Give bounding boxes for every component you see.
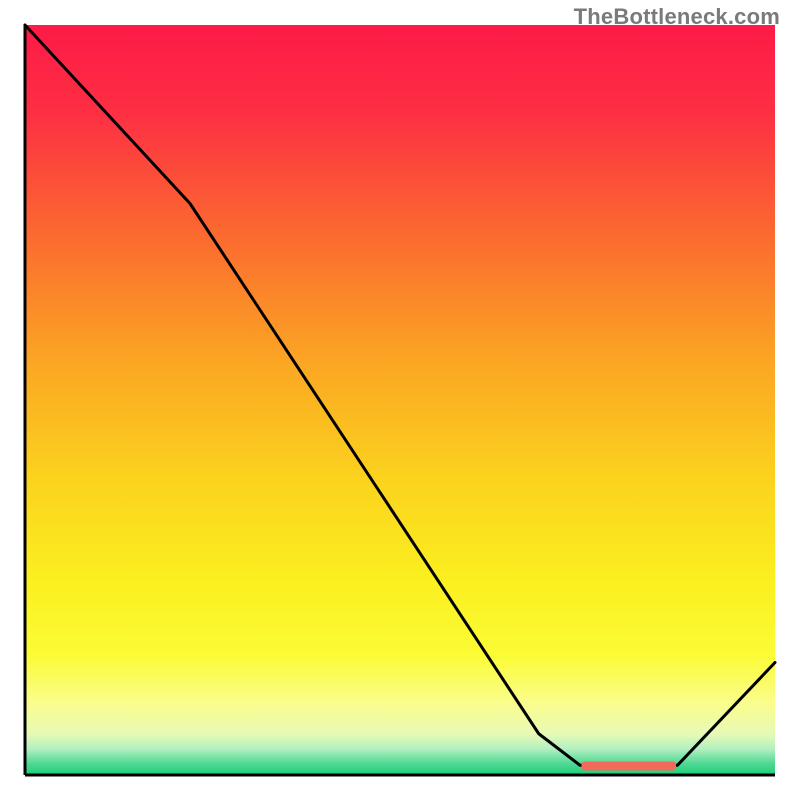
chart-container: TheBottleneck.com <box>0 0 800 800</box>
bottleneck-chart <box>0 0 800 800</box>
plot-background <box>25 25 775 775</box>
optimal-range-marker <box>582 762 677 771</box>
